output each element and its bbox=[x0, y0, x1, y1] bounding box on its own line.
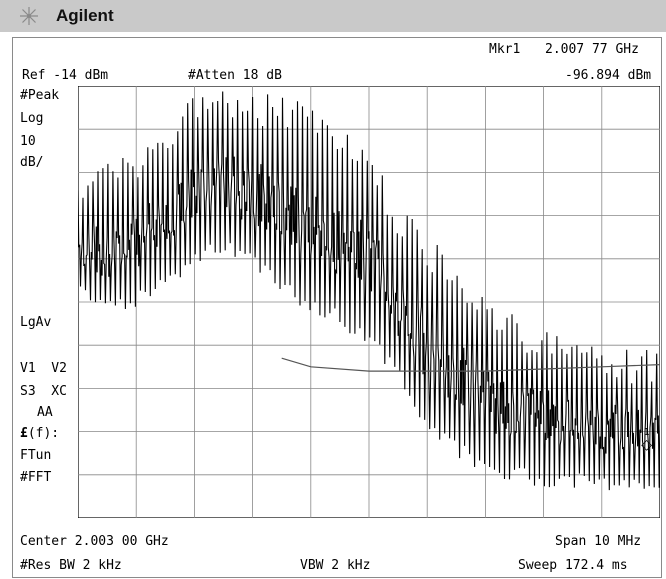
scale-type: Log bbox=[20, 111, 44, 126]
ftun-function-suffix: (f): bbox=[27, 426, 60, 441]
marker-frequency: 2.007 77 GHz bbox=[545, 42, 639, 57]
center-frequency: Center 2.003 00 GHz bbox=[20, 534, 169, 549]
pound-icon: £ bbox=[20, 426, 28, 441]
ftun-label: FTun bbox=[20, 448, 52, 463]
averaging-mode: LgAv bbox=[20, 315, 52, 330]
spectrum-trace bbox=[78, 91, 660, 491]
scale-unit: dB/ bbox=[20, 155, 44, 170]
spectrum-trace-line bbox=[78, 91, 660, 491]
attenuation: #Atten 18 dB bbox=[188, 68, 282, 83]
title-bar: Agilent bbox=[0, 0, 666, 32]
spectrum-graticule: 1 ◇ bbox=[78, 86, 660, 518]
spark-icon bbox=[20, 7, 38, 25]
trigger-indicators: S3 XC bbox=[20, 384, 67, 399]
detector-mode: #Peak bbox=[20, 88, 60, 103]
marker-diamond-icon: ◇ bbox=[641, 437, 652, 453]
trace-indicators: V1 V2 bbox=[20, 361, 67, 376]
marker-number: 1 bbox=[644, 427, 650, 438]
marker-label: Mkr1 bbox=[489, 42, 521, 57]
resolution-bandwidth: #Res BW 2 kHz bbox=[20, 558, 122, 573]
ref-level: Ref -14 dBm bbox=[22, 68, 109, 83]
steady-trace bbox=[281, 357, 660, 372]
scale-value: 10 bbox=[20, 134, 36, 149]
span: Span 10 MHz bbox=[555, 534, 642, 549]
video-bandwidth: VBW 2 kHz bbox=[300, 558, 371, 573]
ftun-function: £(f): bbox=[20, 426, 59, 441]
sweep-time: Sweep 172.4 ms bbox=[518, 558, 628, 573]
brand-name: Agilent bbox=[56, 6, 114, 25]
marker-amplitude: -96.894 dBm bbox=[565, 68, 652, 83]
aa-indicator: AA bbox=[37, 405, 53, 420]
fft-label: #FFT bbox=[20, 470, 52, 485]
